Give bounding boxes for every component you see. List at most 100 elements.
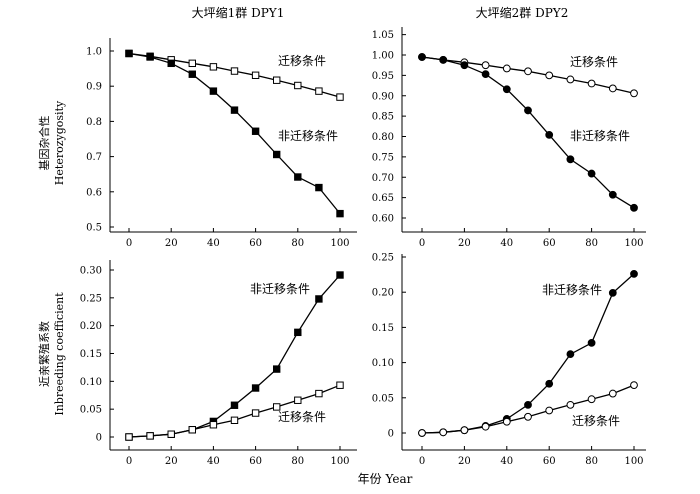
data-point xyxy=(188,426,197,434)
data-point xyxy=(439,428,448,437)
data-point xyxy=(230,67,239,75)
xlabel: 年份 Year xyxy=(358,472,413,486)
data-point xyxy=(460,426,469,435)
y-tick-label: 0.70 xyxy=(372,173,394,184)
data-point xyxy=(566,155,575,164)
y-tick-label: 1.05 xyxy=(372,30,394,41)
data-point xyxy=(566,350,575,359)
ylabel-bottom-cn: 近亲繁殖系数 xyxy=(37,321,51,387)
data-point xyxy=(230,106,239,114)
series-annotation: 迁移条件 xyxy=(278,410,326,424)
x-tick-label: 60 xyxy=(249,456,262,467)
data-point xyxy=(481,70,490,79)
data-point xyxy=(587,169,596,178)
y-tick-label: 0.10 xyxy=(80,377,102,388)
series-annotation: 迁移条件 xyxy=(570,55,618,69)
panel-2: 0.60 0.65 0.70 0.75 0.80 0.85 0.90 0.95 1.00 1.05… xyxy=(372,27,646,249)
data-point xyxy=(251,127,260,135)
series-annotation: 迁移条件 xyxy=(278,54,326,68)
x-tick-label: 80 xyxy=(291,238,304,249)
data-point xyxy=(251,384,260,392)
ylabel-bottom-en: Inbreeding coefficient xyxy=(53,292,66,416)
x-tick-label: 100 xyxy=(624,456,643,467)
data-point xyxy=(146,53,154,61)
data-point xyxy=(608,289,617,297)
data-point xyxy=(230,416,239,425)
y-tick-label: 0.25 xyxy=(80,293,102,304)
data-point xyxy=(125,433,133,441)
data-point xyxy=(608,389,617,398)
data-point xyxy=(315,389,323,398)
panel-4: 0 0.05 0.10 0.15 0.20 0.25 0 20 40 60 80 100 xyxy=(372,253,646,467)
data-point xyxy=(273,365,281,373)
panel-1: 0.5 0.6 0.7 0.8 0.9 1.0 0 20 40 60 80 100 xyxy=(86,38,357,249)
data-point xyxy=(167,430,175,438)
data-point xyxy=(502,417,511,426)
x-tick-label: 20 xyxy=(165,238,178,249)
x-tick-label: 80 xyxy=(585,456,598,467)
y-tick-label: 0.10 xyxy=(372,358,394,369)
y-tick-label: 0.5 xyxy=(86,223,102,234)
x-tick-label: 20 xyxy=(458,238,471,249)
y-tick-label: 0.20 xyxy=(372,288,394,299)
ylabel-top-en: Heterozygosity xyxy=(53,100,66,185)
data-point xyxy=(481,61,490,70)
x-tick-label: 60 xyxy=(543,456,556,467)
data-point xyxy=(209,421,218,429)
data-point xyxy=(545,130,554,139)
x-tick-label: 80 xyxy=(585,238,598,249)
data-point xyxy=(502,64,511,73)
data-point xyxy=(294,396,302,404)
x-tick-label: 0 xyxy=(126,238,132,249)
data-point xyxy=(336,271,344,279)
data-point xyxy=(188,70,197,78)
y-tick-label: 0.80 xyxy=(372,132,394,143)
x-tick-label: 80 xyxy=(291,456,304,467)
x-tick-label: 100 xyxy=(330,238,349,249)
x-tick-label: 0 xyxy=(126,456,132,467)
data-point xyxy=(524,106,532,115)
x-tick-label: 20 xyxy=(458,456,471,467)
data-point xyxy=(608,190,617,199)
data-point xyxy=(439,55,448,64)
data-point xyxy=(545,71,554,80)
y-tick-label: 0.15 xyxy=(372,323,394,334)
data-point xyxy=(545,406,554,415)
data-point xyxy=(188,59,197,68)
data-point xyxy=(524,412,532,421)
data-point xyxy=(146,432,154,440)
data-point xyxy=(273,403,281,411)
y-tick-label: 0.30 xyxy=(80,266,102,277)
data-point xyxy=(273,150,281,159)
x-tick-label: 20 xyxy=(165,456,178,467)
y-tick-label: 0.60 xyxy=(372,214,394,225)
panels: 0.50.60.70.80.91.00 20 40 60 80 1000.600.650.… xyxy=(80,27,646,467)
data-point xyxy=(209,63,218,71)
x-tick-label: 100 xyxy=(624,238,643,249)
y-tick-label: 0 xyxy=(96,433,102,444)
y-tick-label: 0.05 xyxy=(80,405,102,416)
data-point xyxy=(294,328,302,337)
data-point xyxy=(630,89,638,98)
data-point xyxy=(418,53,426,61)
series-annotation: 迁移条件 xyxy=(572,414,620,428)
data-point xyxy=(336,93,344,101)
y-tick-label: 0.8 xyxy=(86,117,102,128)
data-point xyxy=(460,61,469,70)
x-tick-label: 40 xyxy=(207,456,220,467)
y-tick-label: 0.75 xyxy=(372,152,394,163)
y-tick-label: 1.0 xyxy=(86,47,102,58)
data-point xyxy=(502,85,511,94)
y-tick-label: 0.05 xyxy=(372,393,394,404)
series-annotation: 非迁移条件 xyxy=(278,129,338,143)
y-tick-label: 0.65 xyxy=(372,193,394,204)
y-tick-label: 0 xyxy=(388,429,394,440)
data-point xyxy=(608,84,617,93)
data-point xyxy=(125,49,133,58)
data-point xyxy=(587,338,596,347)
y-tick-label: 0.95 xyxy=(372,71,394,82)
y-tick-label: 0.7 xyxy=(86,152,102,163)
data-point xyxy=(630,203,638,212)
series-annotation: 非迁移条件 xyxy=(250,282,310,296)
